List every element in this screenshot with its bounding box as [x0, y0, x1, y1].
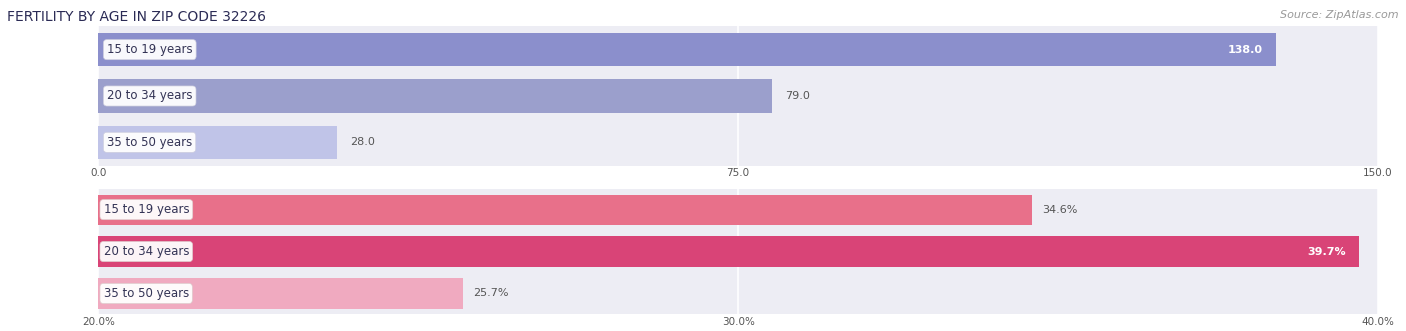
- Text: 20 to 34 years: 20 to 34 years: [104, 245, 188, 258]
- Bar: [98, 278, 463, 308]
- Text: 35 to 50 years: 35 to 50 years: [104, 287, 188, 300]
- Bar: [98, 33, 1275, 66]
- Text: 20 to 34 years: 20 to 34 years: [107, 89, 193, 103]
- Text: Source: ZipAtlas.com: Source: ZipAtlas.com: [1281, 10, 1399, 20]
- Text: 28.0: 28.0: [350, 137, 375, 147]
- Bar: [98, 236, 1358, 267]
- Text: 15 to 19 years: 15 to 19 years: [104, 203, 190, 216]
- Bar: [98, 126, 337, 159]
- Text: 25.7%: 25.7%: [472, 289, 508, 299]
- Bar: [98, 79, 772, 113]
- Text: FERTILITY BY AGE IN ZIP CODE 32226: FERTILITY BY AGE IN ZIP CODE 32226: [7, 10, 266, 24]
- Text: 15 to 19 years: 15 to 19 years: [107, 43, 193, 56]
- Text: 34.6%: 34.6%: [1042, 205, 1077, 214]
- Text: 39.7%: 39.7%: [1308, 247, 1346, 257]
- Bar: [98, 195, 1032, 225]
- Text: 79.0: 79.0: [785, 91, 810, 101]
- Text: 138.0: 138.0: [1227, 45, 1263, 55]
- Text: 35 to 50 years: 35 to 50 years: [107, 136, 193, 149]
